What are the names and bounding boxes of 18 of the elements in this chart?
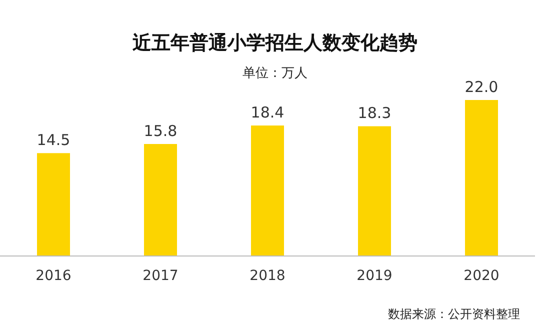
x-tick-label: 2019 xyxy=(356,268,392,284)
bar xyxy=(358,126,391,256)
bar xyxy=(465,100,498,256)
bar xyxy=(37,153,70,256)
data-label: 15.8 xyxy=(144,122,178,140)
chart-title: 近五年普通小学招生人数变化趋势 xyxy=(132,31,418,56)
data-label: 14.5 xyxy=(36,131,70,150)
bar xyxy=(251,126,284,256)
source-note: 数据来源：公开资料整理 xyxy=(388,306,520,323)
bar xyxy=(144,144,177,256)
x-tick-label: 2016 xyxy=(36,268,72,284)
data-label: 22.0 xyxy=(464,78,498,96)
x-tick-label: 2018 xyxy=(250,268,286,284)
data-label: 18.3 xyxy=(358,104,392,122)
data-label: 18.4 xyxy=(250,104,284,122)
chart-subtitle: 单位：万人 xyxy=(242,66,308,81)
x-tick-label: 2017 xyxy=(142,268,178,284)
x-tick-label: 2020 xyxy=(464,268,500,284)
